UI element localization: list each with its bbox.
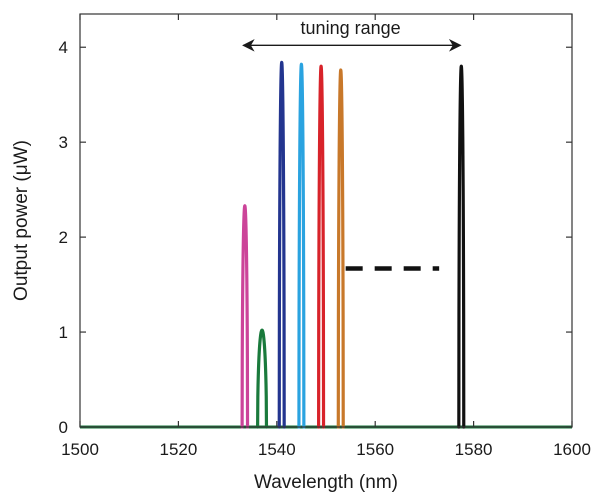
x-tick-label-1520: 1520 <box>159 440 197 459</box>
y-tick-label-4: 4 <box>59 38 68 57</box>
x-tick-label-1500: 1500 <box>61 440 99 459</box>
tick-layer: 1500 1520 1540 1560 1580 1600 0 1 2 3 4 <box>59 14 591 459</box>
y-tick-label-0: 0 <box>59 418 68 437</box>
series-peak-7 <box>457 64 466 429</box>
series-peak-4 <box>297 62 306 429</box>
series-peak-5 <box>317 64 326 429</box>
x-tick-label-1580: 1580 <box>455 440 493 459</box>
series-peak-6 <box>336 68 345 429</box>
y-tick-label-2: 2 <box>59 228 68 247</box>
tuning-range-label: tuning range <box>301 18 401 38</box>
plot-frame <box>79 13 573 428</box>
series-peak-1 <box>240 204 250 429</box>
y-tick-label-1: 1 <box>59 323 68 342</box>
annotation-layer: tuning range <box>242 18 462 52</box>
series-peak-2 <box>256 328 269 429</box>
y-tick-label-3: 3 <box>59 133 68 152</box>
y-axis-label: Output power (μW) <box>11 140 32 301</box>
x-axis-label: Wavelength (nm) <box>254 472 398 493</box>
x-tick-label-1540: 1540 <box>258 440 296 459</box>
series-layer <box>80 60 572 429</box>
x-tick-label-1560: 1560 <box>356 440 394 459</box>
x-tick-label-1600: 1600 <box>553 440 591 459</box>
series-peak-3 <box>277 60 286 429</box>
